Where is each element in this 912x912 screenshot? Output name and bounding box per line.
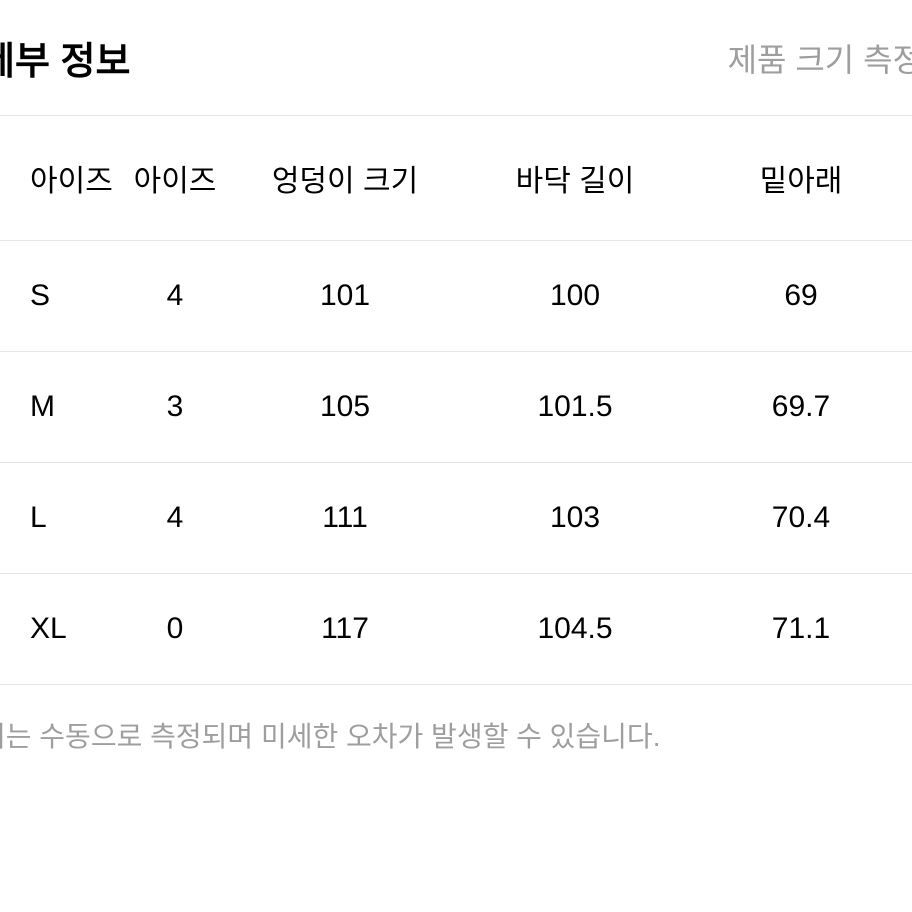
size-table-container: 아이즈 아이즈 엉덩이 크기 바닥 길이 밑아래 S 4 101 100 69 … [0, 115, 912, 685]
table-row: L 4 111 103 70.4 [0, 463, 912, 574]
table-cell: 3 [120, 352, 230, 463]
column-header: 아이즈 [120, 116, 230, 241]
table-cell: 104.5 [460, 574, 690, 685]
table-cell: 70.4 [690, 463, 912, 574]
table-cell: 100 [460, 241, 690, 352]
table-row: S 4 101 100 69 [0, 241, 912, 352]
table-row: M 3 105 101.5 69.7 [0, 352, 912, 463]
size-table: 아이즈 아이즈 엉덩이 크기 바닥 길이 밑아래 S 4 101 100 69 … [0, 116, 912, 685]
column-header: 아이즈 [0, 116, 120, 241]
page-header: 세부 정보 제품 크기 측정 [0, 0, 912, 115]
table-row: XL 0 117 104.5 71.1 [0, 574, 912, 685]
table-cell: 111 [230, 463, 460, 574]
table-cell: 69.7 [690, 352, 912, 463]
table-cell: 103 [460, 463, 690, 574]
table-cell: XL [0, 574, 120, 685]
table-cell: 0 [120, 574, 230, 685]
table-cell: 101 [230, 241, 460, 352]
column-header: 바닥 길이 [460, 116, 690, 241]
footer-note: 터는 수동으로 측정되며 미세한 오차가 발생할 수 있습니다. [0, 685, 912, 785]
column-header: 엉덩이 크기 [230, 116, 460, 241]
page-title: 세부 정보 [0, 30, 130, 85]
table-cell: M [0, 352, 120, 463]
table-cell: 4 [120, 241, 230, 352]
table-cell: 117 [230, 574, 460, 685]
table-cell: 69 [690, 241, 912, 352]
table-cell: L [0, 463, 120, 574]
table-cell: 105 [230, 352, 460, 463]
table-cell: 4 [120, 463, 230, 574]
table-cell: S [0, 241, 120, 352]
table-cell: 71.1 [690, 574, 912, 685]
table-cell: 101.5 [460, 352, 690, 463]
help-link[interactable]: 제품 크기 측정 [728, 35, 912, 81]
table-header-row: 아이즈 아이즈 엉덩이 크기 바닥 길이 밑아래 [0, 116, 912, 241]
column-header: 밑아래 [690, 116, 912, 241]
